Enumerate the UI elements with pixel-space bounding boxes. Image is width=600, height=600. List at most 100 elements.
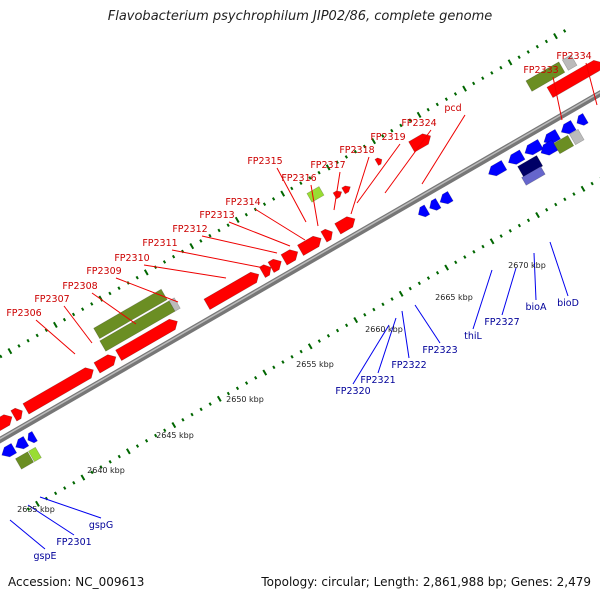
tick-dot [62,317,67,322]
rna-gene [525,61,566,92]
tick-dot [517,223,521,228]
reverse-gene [488,159,508,177]
forward-gene [258,264,272,278]
forward-leader [384,129,432,194]
tick-dot [208,402,212,406]
pseudogene [569,128,585,146]
tick-dot [234,216,240,223]
tick-dot [362,144,367,149]
tick-dot [499,65,503,70]
forward-leader [143,264,227,279]
kbp-tick-label: 2665 kbp [435,293,473,302]
forward-gene-label: FP2308 [62,281,97,292]
forward-gene [334,216,356,235]
tick-dot [544,39,549,44]
forward-leader [35,319,76,355]
tick-dot [262,202,267,206]
tick-dot [363,313,367,317]
reverse-leader [39,496,102,519]
forward-gene-label: FP2324 [401,118,436,129]
forward-gene-label: FP2333 [523,65,558,76]
tick-dot [563,197,567,202]
forward-gene-label: FP2315 [247,156,282,167]
reverse-leader [533,252,537,301]
forward-leader [356,143,401,204]
reverse-gene [560,119,577,135]
forward-gene-label: FP2334 [556,51,591,62]
tick-dot [508,229,512,233]
tick-dot [216,395,222,402]
reverse-leader [501,267,517,316]
kbp-tick-label: 2640 kbp [87,466,125,475]
tick-dot [271,197,276,201]
forward-leader [585,62,598,106]
tick-dot [326,334,331,338]
tick-dot [526,218,531,223]
forward-gene-label: FP2313 [199,210,234,221]
tick-dot [353,316,359,324]
forward-gene [332,190,343,200]
tick-dot [35,500,40,507]
reverse-leader [377,317,397,374]
tick-dot [154,433,158,438]
reverse-gene-label: FP2322 [391,360,426,371]
tick-dot [535,44,539,49]
tick-dot [199,239,203,243]
reverse-gene-label: FP2327 [484,317,519,328]
tick-dot [317,170,321,175]
tick-dot [90,470,94,475]
forward-leader [421,114,466,185]
tick-dot [63,486,67,490]
forward-gene-label: FP2319 [370,132,405,143]
rna-gene [93,288,168,340]
forward-leader [254,208,306,241]
forward-leader [201,235,278,254]
tick-dot [54,491,58,496]
tick-dot [244,381,249,385]
tick-dot [35,333,39,338]
tick-dot [535,211,540,219]
tick-dot [171,421,177,429]
reverse-gene-label: FP2301 [56,537,91,548]
forward-leader [228,221,291,247]
tick-dot [143,269,149,276]
rna-gene [15,451,34,470]
tick-dot [590,181,594,186]
tick-dot [426,107,430,112]
tick-dot [281,360,285,364]
tick-dot [162,260,167,264]
tick-dot [408,118,412,122]
tick-dot [462,85,467,92]
kbp-tick-label: 2645 kbp [156,431,194,440]
backbone-line [0,90,600,444]
forward-gene [203,271,260,310]
tick-dot [226,391,231,396]
forward-leader [552,76,563,121]
kbp-tick-label: 2670 kbp [508,261,546,270]
tick-dot [26,338,30,343]
backbone-highlight [0,91,600,440]
tick-dot [390,297,394,301]
forward-gene [267,258,282,273]
forward-leader [333,171,341,211]
tick-dot [444,97,448,101]
tick-dot [554,202,558,207]
genome-stats: Topology: circular; Length: 2,861,988 bp… [261,575,591,589]
reverse-gene [439,190,454,205]
tick-dot [244,212,248,217]
tick-dot [435,102,439,107]
forward-gene [10,407,23,422]
tick-dot [108,460,112,464]
reverse-gene-label: bioD [557,298,579,309]
tick-dot [472,250,476,254]
tick-dot [489,238,495,245]
forward-gene-label: FP2310 [114,253,149,264]
tick-dot [517,55,521,59]
kbp-scale: 2635 kbp 2640 kbp 2645 kbp 2650 kbp 2655 kbp… [17,261,546,514]
tick-dot [272,365,276,370]
reverse-leader [401,310,410,359]
forward-gene [93,354,117,374]
reverse-gene [524,138,544,156]
tick-dot [453,92,458,96]
